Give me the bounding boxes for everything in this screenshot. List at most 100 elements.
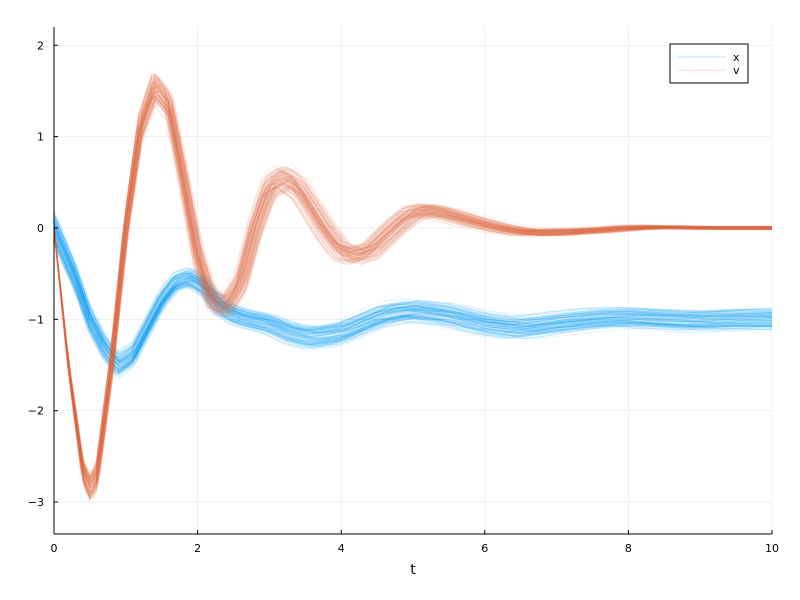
trajectory-v-27 [53, 95, 773, 497]
trajectory-v-74 [53, 83, 772, 483]
trajectory-x-11 [53, 231, 773, 365]
trajectory-v-26 [53, 86, 773, 483]
trajectory-x-77 [53, 237, 773, 372]
trajectory-v-89 [53, 99, 773, 501]
trajectory-v-84 [53, 95, 772, 496]
x-tick-label-4: 8 [625, 542, 632, 555]
trajectory-x-87 [53, 228, 773, 369]
trajectory-x-73 [53, 221, 773, 361]
trajectory-v-56 [53, 87, 773, 487]
trajectory-x-106 [53, 239, 773, 374]
trajectory-x-52 [53, 225, 773, 363]
trajectory-x-17 [53, 218, 773, 357]
trajectory-v-22 [53, 81, 772, 487]
trajectory-x-68 [53, 232, 773, 371]
trajectory-v-44 [53, 81, 773, 483]
trajectory-x-104 [53, 224, 773, 359]
trajectory-v-80 [53, 73, 773, 474]
trajectory-v-38 [53, 91, 773, 494]
x-axis-title: t [410, 562, 416, 578]
trajectory-v-21 [53, 80, 773, 486]
trajectory-x-117 [53, 225, 773, 365]
trajectory-x-107 [53, 218, 772, 358]
trajectory-x-20 [53, 222, 773, 362]
trajectory-v-10 [53, 81, 772, 484]
trajectory-v-4 [53, 85, 773, 480]
trajectory-v-102 [53, 95, 773, 495]
trajectory-x-39 [53, 238, 773, 372]
x-tick-label-1: 2 [194, 542, 201, 555]
trajectory-v-108 [53, 84, 773, 488]
trajectory-v-28 [53, 76, 773, 477]
trajectory-x-49 [53, 227, 773, 366]
trajectory-v-25 [53, 86, 772, 488]
trajectory-x-78 [53, 216, 772, 357]
trajectory-x-91 [53, 235, 773, 369]
trajectory-x-114 [53, 218, 773, 358]
trajectory-v-8 [53, 98, 773, 498]
trajectory-x-93 [53, 233, 773, 368]
trajectory-v-47 [53, 90, 773, 493]
trajectory-x-26 [53, 243, 773, 377]
trajectory-v-29 [53, 72, 773, 473]
trajectory-v-35 [53, 74, 772, 479]
y-tick-label-1: −2 [28, 405, 44, 418]
trajectory-x-37 [53, 229, 773, 363]
trajectory-v-16 [53, 76, 773, 479]
trajectory-v-24 [53, 94, 773, 491]
trajectory-v-95 [53, 77, 773, 479]
trajectory-v-107 [53, 88, 773, 488]
trajectory-v-45 [53, 76, 773, 476]
trajectory-v-5 [53, 85, 773, 483]
trajectory-x-9 [53, 213, 773, 354]
trajectory-x-53 [53, 242, 773, 375]
trajectory-v-59 [53, 98, 772, 500]
trajectory-x-32 [53, 222, 772, 361]
trajectory-v-11 [53, 85, 773, 483]
trajectory-x-79 [53, 242, 773, 379]
trajectory-x-65 [53, 222, 773, 359]
trajectory-x-109 [53, 217, 773, 358]
trajectory-v-117 [53, 91, 773, 493]
y-tick-label-0: −3 [28, 496, 44, 509]
trajectory-v-92 [53, 79, 772, 482]
trajectory-v-104 [53, 88, 773, 488]
trajectory-x-63 [53, 232, 773, 366]
trajectory-v-79 [53, 94, 772, 495]
trajectory-x-22 [53, 223, 773, 361]
trajectory-x-33 [53, 226, 773, 362]
trajectory-x-51 [53, 226, 773, 364]
trajectory-x-96 [53, 236, 772, 371]
trajectory-v-78 [53, 82, 773, 485]
trajectory-x-75 [53, 214, 773, 353]
trajectory-v-96 [53, 99, 773, 498]
trajectory-v-36 [53, 94, 773, 498]
trajectory-x-118 [53, 215, 773, 359]
trajectory-v-70 [53, 86, 773, 484]
legend-label-x: x [733, 51, 740, 64]
trajectory-x-85 [53, 228, 773, 363]
trajectory-x-92 [53, 237, 773, 372]
y-tick-label-5: 2 [37, 39, 44, 52]
trajectory-v-34 [53, 79, 773, 478]
trajectory-x-69 [53, 228, 773, 364]
trajectory-x-57 [53, 220, 773, 357]
trajectory-x-42 [53, 236, 773, 372]
trajectory-v-99 [53, 97, 772, 499]
trajectory-x-100 [53, 216, 773, 358]
trajectory-v-110 [53, 73, 773, 478]
trajectory-v-54 [53, 81, 772, 484]
trajectory-v-62 [53, 93, 773, 493]
trajectory-x-18 [53, 226, 773, 363]
trajectory-v-9 [53, 96, 773, 495]
trajectory-v-50 [53, 76, 773, 480]
trajectory-v-13 [53, 75, 772, 478]
trajectory-v-73 [53, 81, 773, 484]
trajectory-v-77 [53, 90, 773, 490]
trajectory-v-20 [53, 94, 773, 498]
trajectory-x-101 [53, 213, 773, 353]
trajectory-v-103 [53, 96, 773, 501]
trajectory-v-113 [53, 96, 772, 498]
trajectory-v-101 [53, 99, 773, 501]
trajectory-x-13 [53, 222, 772, 364]
